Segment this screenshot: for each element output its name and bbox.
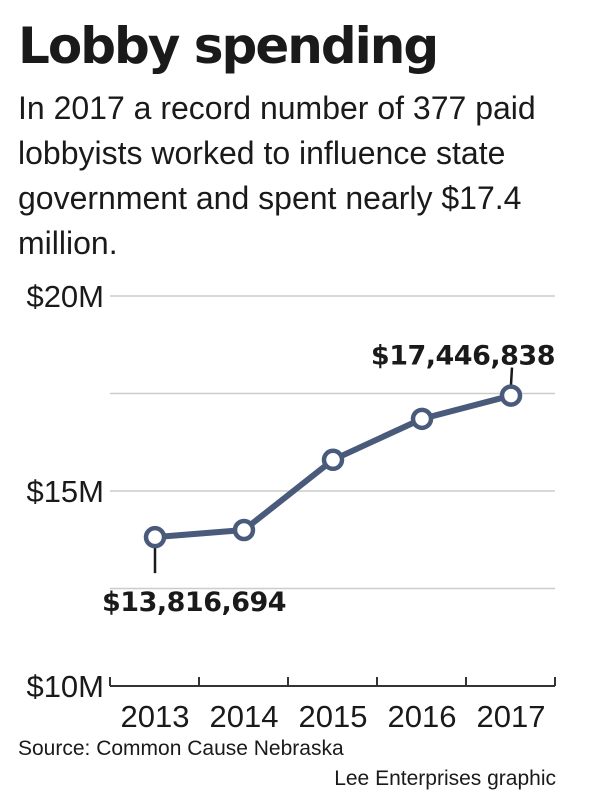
data-label-2013: $13,816,694 [102,587,286,618]
x-tick-label: 2016 [388,699,457,734]
grid-lines [110,295,555,590]
y-tick-label: $15M [26,474,104,509]
data-point-2014 [232,518,256,542]
data-point-2013 [143,525,167,549]
data-labels: $13,816,694 $17,446,838 [102,341,556,619]
x-axis-tick-labels: 2013 2014 2015 2016 2017 [121,699,546,734]
graphic-credit: Lee Enterprises graphic [334,767,556,790]
leader-line [509,367,514,385]
y-tick-label: $20M [26,279,104,314]
x-tick-label: 2014 [210,699,279,734]
chart-title: Lobby spending [18,17,439,75]
y-tick-label: $10M [26,669,104,704]
data-point-2017 [499,384,523,407]
series-line-group [143,384,523,549]
data-label-2017: $17,446,838 [371,341,555,372]
x-tick-label: 2013 [121,699,190,734]
x-tick-label: 2015 [299,699,368,734]
data-point-2016 [410,407,434,431]
source-note: Source: Common Cause Nebraska [18,737,344,760]
x-axis [109,677,556,687]
data-point-2015 [321,448,345,472]
y-axis-tick-labels: $10M $15M $20M [26,279,104,704]
chart-subtitle: In 2017 a record number of 377 paid lobb… [18,90,536,261]
x-tick-label: 2017 [477,699,546,734]
